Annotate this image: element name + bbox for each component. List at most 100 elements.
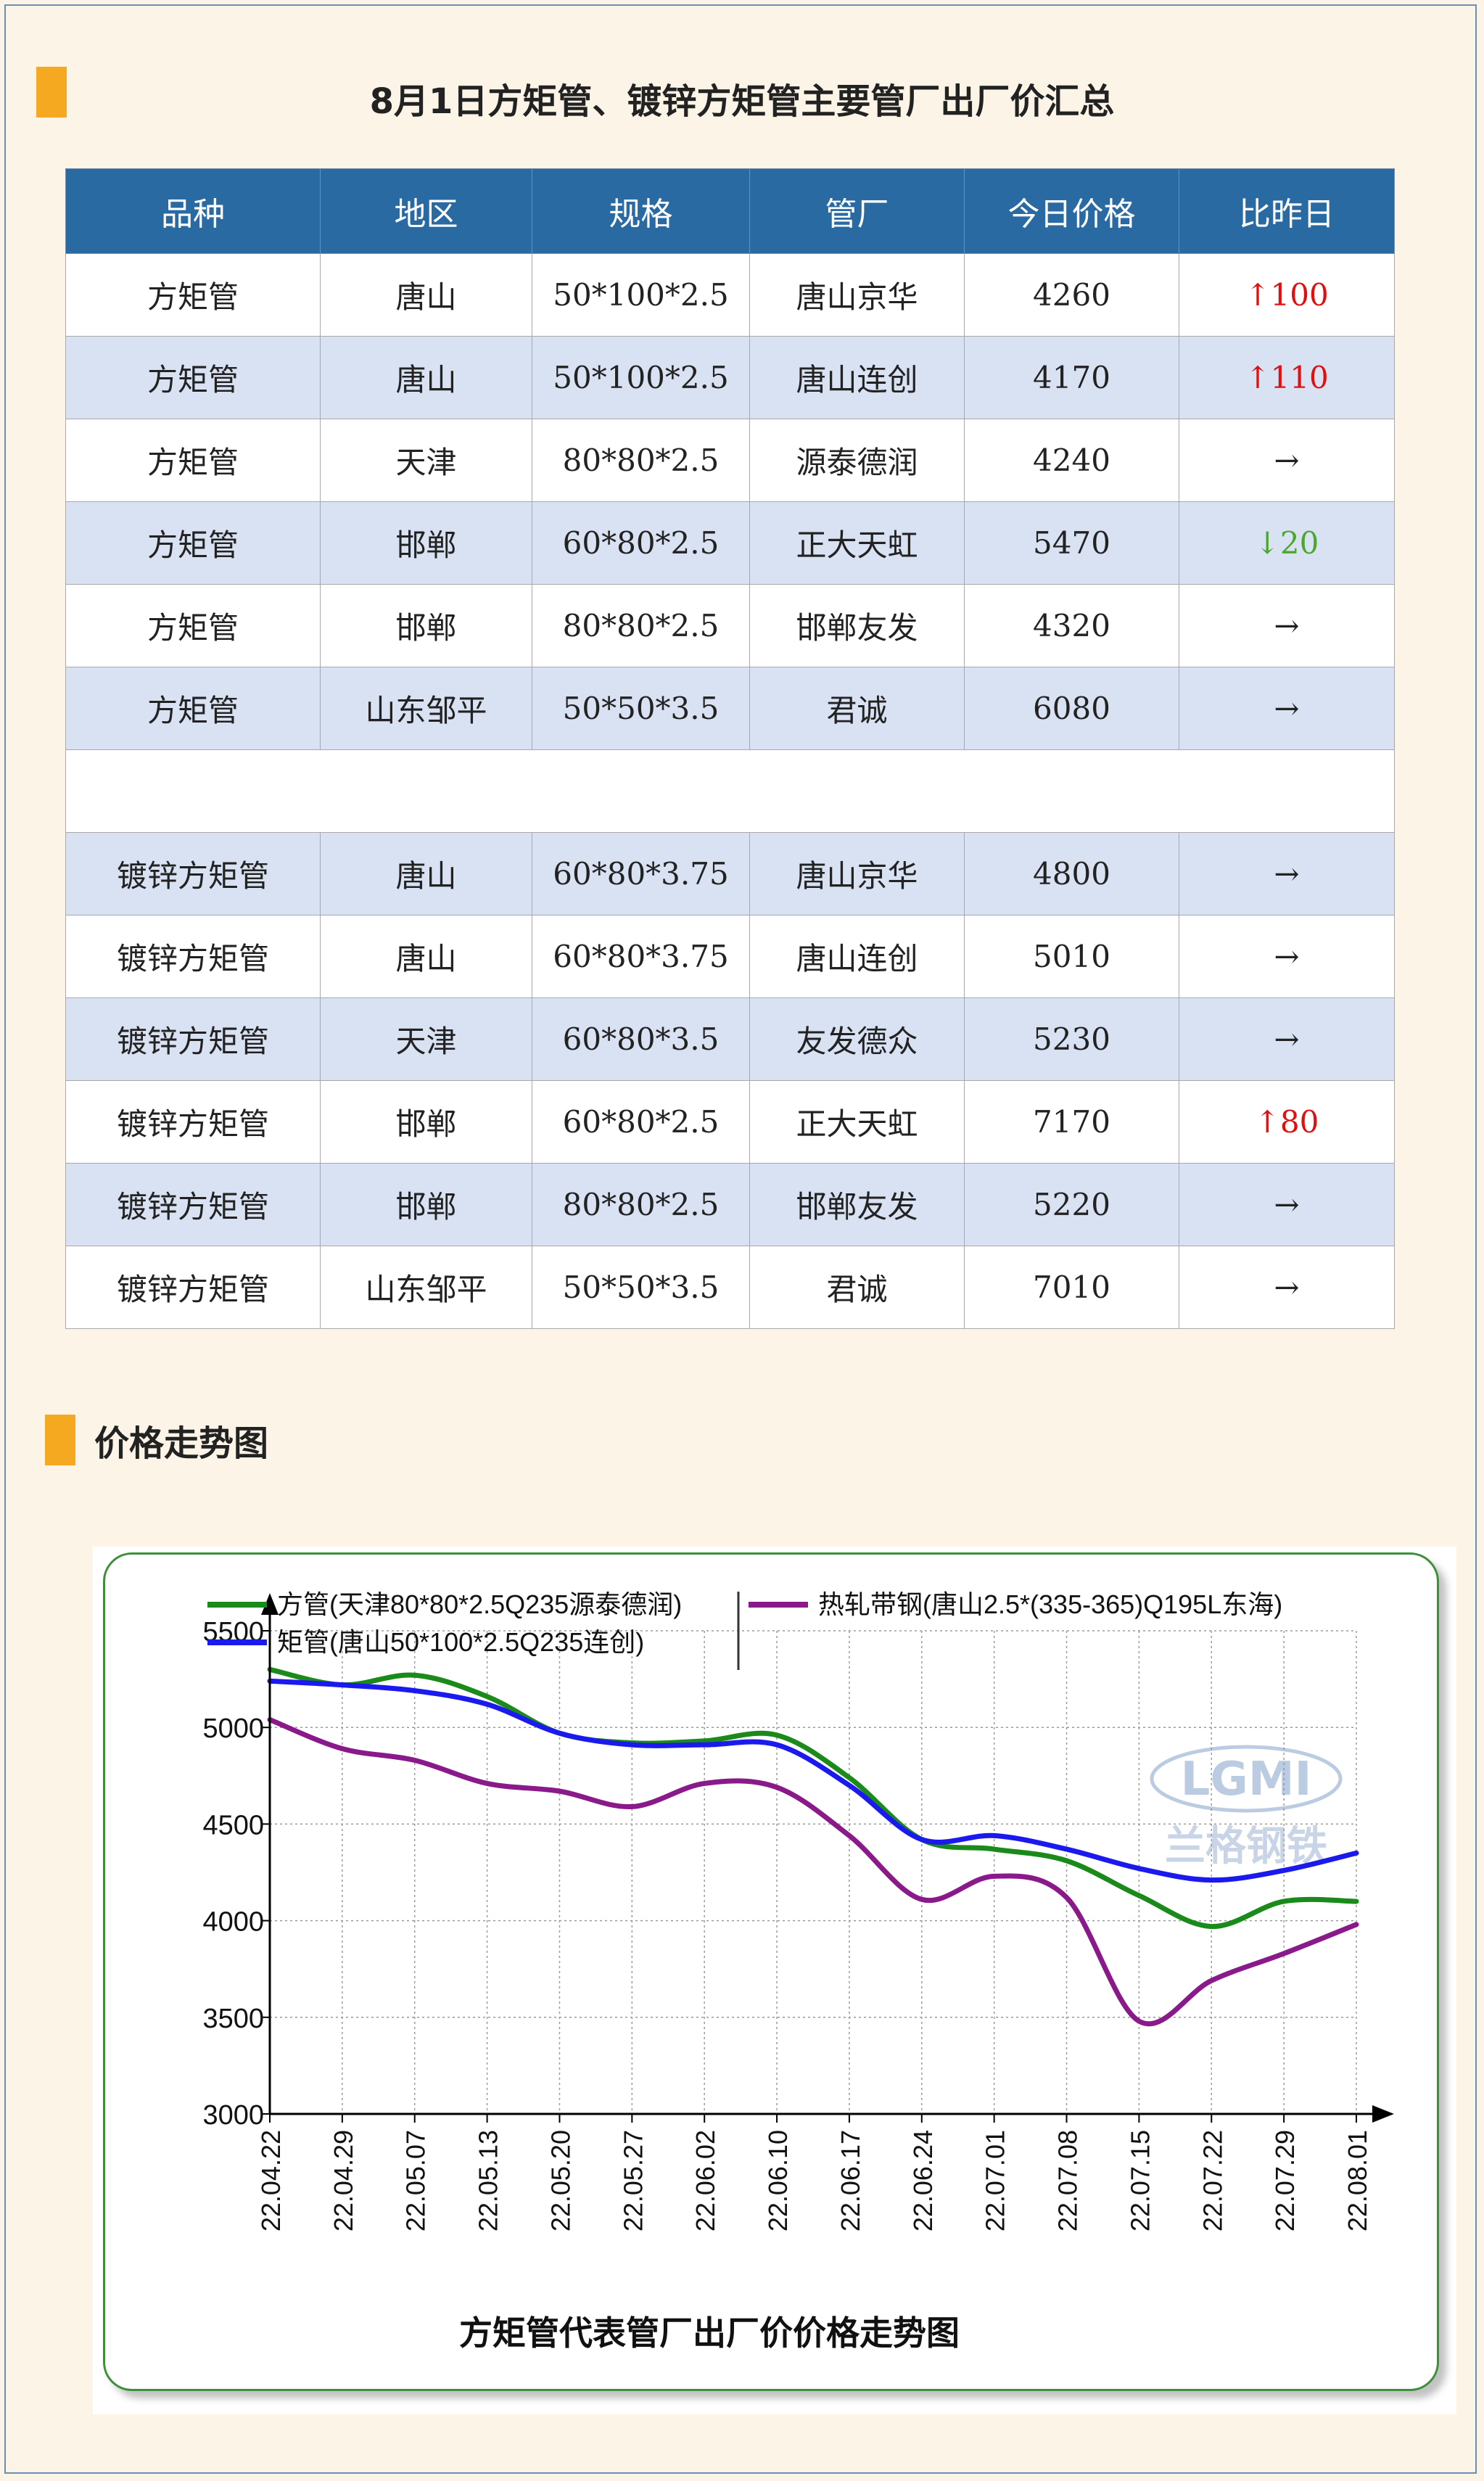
mill-cell: 君诚 [749, 1246, 965, 1329]
product-cell: 镀锌方矩管 [65, 997, 321, 1081]
x-tick-label: 22.07.08 [1053, 2130, 1083, 2231]
spec-cell: 80*80*2.5 [532, 1163, 750, 1246]
mill-cell: 源泰德润 [749, 419, 965, 502]
legend-label: 方管(天津80*80*2.5Q235源泰德润) [277, 1589, 682, 1619]
product-cell: 镀锌方矩管 [65, 1246, 321, 1329]
change-cell: → [1179, 915, 1395, 998]
product-cell: 方矩管 [65, 336, 321, 419]
spec-cell: 50*50*3.5 [532, 667, 750, 750]
region-cell: 山东邹平 [320, 1246, 532, 1329]
chart-panel: LGMI 兰格钢铁 3000 3500 4000 4500 5000 5500 22.04.22… [93, 1547, 1456, 2414]
y-tick-label: 4500 [202, 1810, 264, 1840]
mill-cell: 邯郸友发 [749, 584, 965, 667]
col-header: 管厂 [749, 168, 965, 254]
mill-cell: 唐山连创 [749, 915, 965, 998]
price-cell: 4260 [964, 253, 1179, 337]
change-cell: → [1179, 1163, 1395, 1246]
spec-cell: 60*80*3.75 [532, 832, 750, 916]
product-cell: 方矩管 [65, 253, 321, 337]
change-cell: → [1179, 584, 1395, 667]
col-header: 比昨日 [1179, 168, 1395, 254]
mill-cell: 唐山连创 [749, 336, 965, 419]
x-tick-label: 22.06.02 [691, 2130, 720, 2231]
section-marker [45, 1415, 75, 1465]
mill-cell: 邯郸友发 [749, 1163, 965, 1246]
spec-cell: 50*100*2.5 [532, 253, 750, 337]
y-tick-label: 3500 [202, 2004, 264, 2034]
series-line [267, 1717, 1359, 2027]
mill-cell: 唐山京华 [749, 832, 965, 916]
table-row: 镀锌方矩管 唐山 60*80*3.75 唐山京华 4800 → [65, 832, 1395, 916]
x-tick-label: 22.07.29 [1270, 2130, 1300, 2231]
table-row: 方矩管 邯郸 60*80*2.5 正大天虹 5470 ↓20 [65, 501, 1395, 585]
product-cell: 镀锌方矩管 [65, 1163, 321, 1246]
mill-cell: 正大天虹 [749, 1080, 965, 1164]
region-cell: 邯郸 [320, 501, 532, 585]
product-cell: 镀锌方矩管 [65, 832, 321, 916]
spec-cell: 80*80*2.5 [532, 419, 750, 502]
region-cell: 唐山 [320, 832, 532, 916]
table-row: 镀锌方矩管 天津 60*80*3.5 友发德众 5230 → [65, 997, 1395, 1081]
price-cell: 5220 [964, 1163, 1179, 1246]
y-tick-label: 3000 [202, 2100, 264, 2131]
price-cell: 7170 [964, 1080, 1179, 1164]
region-cell: 唐山 [320, 915, 532, 998]
price-table: 品种 地区 规格 管厂 今日价格 比昨日 方矩管 唐山 50*100*2.5 唐山京华… [65, 168, 1395, 1329]
section-marker [36, 67, 67, 118]
x-tick-label: 22.05.27 [618, 2130, 648, 2231]
col-header: 规格 [532, 168, 750, 254]
region-cell: 邯郸 [320, 584, 532, 667]
svg-text:LGMI: LGMI [1181, 1753, 1312, 1806]
x-tick-label: 22.06.17 [836, 2130, 865, 2231]
product-cell: 方矩管 [65, 667, 321, 750]
product-cell: 方矩管 [65, 419, 321, 502]
table-body: 方矩管 唐山 50*100*2.5 唐山京华 4260 ↑100 方矩管 唐山 50*100*2… [65, 253, 1395, 1329]
change-cell: ↑100 [1179, 253, 1395, 337]
region-cell: 山东邹平 [320, 667, 532, 750]
section-title: 价格走势图 [94, 1423, 269, 1464]
table-row: 方矩管 唐山 50*100*2.5 唐山京华 4260 ↑100 [65, 253, 1395, 337]
x-tick-label: 22.07.22 [1197, 2130, 1227, 2231]
x-tick-label: 22.04.29 [329, 2130, 358, 2231]
spec-cell: 60*80*2.5 [532, 501, 750, 585]
watermark-logo: LGMI 兰格钢铁 [1150, 1745, 1343, 1870]
price-cell: 4240 [964, 419, 1179, 502]
spec-cell: 50*50*3.5 [532, 1246, 750, 1329]
x-tick-label: 22.07.01 [981, 2130, 1010, 2231]
chart-title: 方矩管代表管厂出厂价价格走势图 [459, 2313, 960, 2353]
page-border [4, 4, 1477, 2474]
table-row: 方矩管 邯郸 80*80*2.5 邯郸友发 4320 → [65, 584, 1395, 667]
x-tick-label: 22.04.22 [256, 2130, 286, 2231]
table-row: 镀锌方矩管 邯郸 60*80*2.5 正大天虹 7170 ↑80 [65, 1080, 1395, 1164]
price-cell: 6080 [964, 667, 1179, 750]
spec-cell: 60*80*3.5 [532, 997, 750, 1081]
change-cell: → [1179, 1246, 1395, 1329]
table-row: 方矩管 唐山 50*100*2.5 唐山连创 4170 ↑110 [65, 336, 1395, 419]
chart-frame [103, 1552, 1439, 2391]
page-title: 8月1日方矩管、镀锌方矩管主要管厂出厂价汇总 [369, 81, 1115, 122]
trend-section-header: 价格走势图 [45, 1415, 268, 1465]
y-axis-arrow [261, 1593, 279, 1615]
x-tick-label: 22.08.01 [1343, 2130, 1372, 2231]
y-tick-label: 5000 [202, 1713, 264, 1744]
region-cell: 唐山 [320, 336, 532, 419]
table-header-row: 品种 地区 规格 管厂 今日价格 比昨日 [65, 168, 1395, 254]
change-cell: → [1179, 419, 1395, 502]
price-cell: 7010 [964, 1246, 1179, 1329]
x-axis-arrow [1372, 2105, 1394, 2123]
col-header: 地区 [320, 168, 532, 254]
spec-cell: 50*100*2.5 [532, 336, 750, 419]
mill-cell: 君诚 [749, 667, 965, 750]
price-cell: 5230 [964, 997, 1179, 1081]
product-cell: 方矩管 [65, 584, 321, 667]
table-row: 镀锌方矩管 邯郸 80*80*2.5 邯郸友发 5220 → [65, 1163, 1395, 1246]
price-cell: 4170 [964, 336, 1179, 419]
region-cell: 邯郸 [320, 1080, 532, 1164]
price-cell: 4800 [964, 832, 1179, 916]
change-cell: → [1179, 832, 1395, 916]
price-cell: 4320 [964, 584, 1179, 667]
x-tick-label: 22.06.24 [908, 2130, 938, 2231]
table-row: 镀锌方矩管 唐山 60*80*3.75 唐山连创 5010 → [65, 915, 1395, 998]
x-tick-label: 22.06.10 [763, 2130, 793, 2231]
spec-cell: 80*80*2.5 [532, 584, 750, 667]
